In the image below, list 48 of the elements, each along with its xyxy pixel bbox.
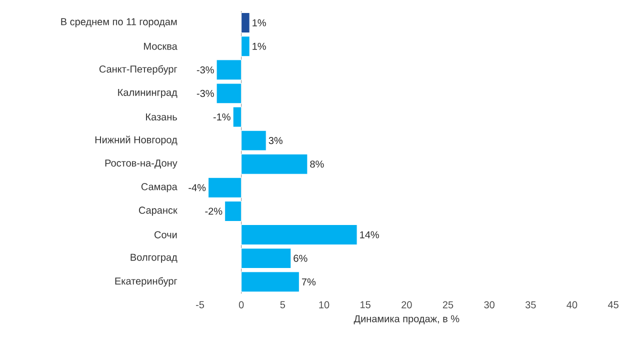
y-tick-label: Саранск (138, 206, 178, 216)
y-tick-label: Санкт-Петербург (99, 65, 178, 75)
x-tick-label: 20 (402, 301, 412, 308)
bar (241, 272, 300, 292)
y-tick-label: Калининград (118, 88, 178, 98)
x-tick-label: 0 (238, 301, 244, 308)
data-label: 3% (268, 137, 282, 144)
bar (241, 12, 250, 34)
x-tick-label: 25 (442, 301, 454, 308)
x-tick-label: -5 (196, 301, 204, 308)
data-label: 6% (294, 254, 308, 262)
x-tick-label: 35 (525, 301, 536, 308)
x-tick-label: 5 (280, 301, 286, 308)
bar (241, 248, 292, 269)
y-tick-label: Москва (144, 42, 178, 50)
data-label: -2% (205, 208, 222, 215)
data-label: 1% (252, 42, 266, 50)
bar (208, 177, 242, 198)
y-tick-label: В среднем по 11 городам (61, 18, 177, 28)
y-tick-label: Нижний Новгород (95, 136, 178, 146)
data-label: -1% (213, 113, 230, 120)
x-tick-label: 30 (484, 301, 494, 308)
y-tick-label: Казань (146, 114, 177, 120)
data-label: -3% (196, 90, 214, 97)
bar (232, 106, 242, 128)
y-tick-label: Екатеринбург (115, 277, 178, 287)
bar (216, 60, 242, 80)
bar (241, 36, 250, 57)
data-label: -4% (188, 184, 206, 192)
y-tick-label: Волгоград (130, 254, 178, 263)
x-tick-label: 15 (360, 301, 370, 308)
x-tick-label: 10 (319, 301, 330, 308)
bar (241, 154, 308, 174)
x-tick-label: 40 (566, 301, 578, 308)
y-tick-label: Самара (141, 183, 178, 192)
bar (241, 130, 266, 151)
x-tick-label: 45 (608, 301, 618, 308)
y-tick-label: Ростов-на-Дону (105, 160, 178, 169)
data-label: 14% (360, 231, 379, 238)
data-label: 8% (310, 160, 324, 168)
bar (241, 224, 358, 246)
bar (224, 200, 242, 222)
x-axis-title: Динамика продаж, в % (354, 315, 460, 324)
data-label: 1% (252, 19, 266, 26)
data-label: 7% (302, 278, 316, 286)
data-label: -3% (196, 66, 214, 74)
y-tick-label: Сочи (154, 231, 177, 238)
bar (216, 83, 242, 104)
